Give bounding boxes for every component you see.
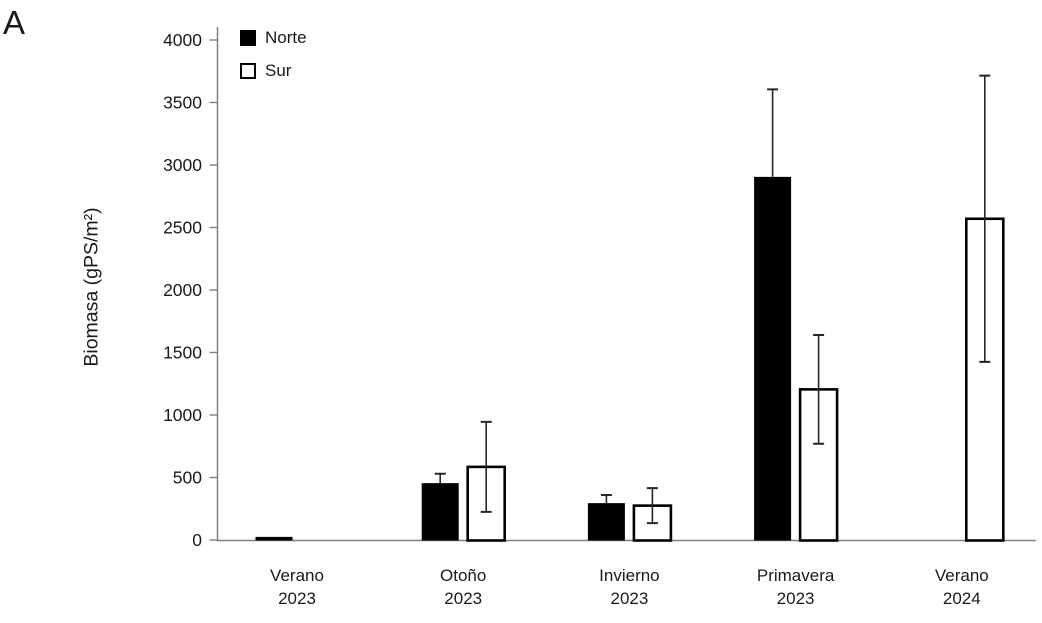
x-category-label-0-line1: Verano xyxy=(270,566,324,585)
y-tick-label-500: 500 xyxy=(173,468,202,488)
y-tick-label-0: 0 xyxy=(192,530,202,550)
x-category-label-1-line1: Otoño xyxy=(440,566,486,585)
legend: Norte Sur xyxy=(240,28,307,80)
x-category-label-1-line2: 2023 xyxy=(444,589,482,608)
y-axis-title: Biomasa (gPS/m²) xyxy=(80,207,103,367)
y-tick-label-2500: 2500 xyxy=(163,218,202,238)
y-tick-label-3000: 3000 xyxy=(163,155,202,175)
bar-sur-3 xyxy=(798,388,839,542)
bar-norte-3 xyxy=(754,176,792,541)
y-tick-label-4000: 4000 xyxy=(163,30,202,50)
x-category-label-2-line2: 2023 xyxy=(610,589,648,608)
x-category-label-2-line1: Invierno xyxy=(599,566,659,585)
norte-swatch-icon xyxy=(240,30,256,46)
sur-swatch-icon xyxy=(240,63,256,79)
legend-item-sur: Sur xyxy=(240,61,307,80)
x-category-label-4-line2: 2024 xyxy=(943,589,981,608)
bar-norte-2 xyxy=(587,503,625,541)
y-tick-label-2000: 2000 xyxy=(163,280,202,300)
x-category-label-4-line1: Verano xyxy=(935,566,989,585)
legend-item-norte: Norte xyxy=(240,28,307,47)
y-tick-label-1500: 1500 xyxy=(163,343,202,363)
y-tick-label-1000: 1000 xyxy=(163,405,202,425)
x-category-label-3-line2: 2023 xyxy=(777,589,815,608)
legend-label-sur: Sur xyxy=(265,61,292,80)
y-tick-label-3500: 3500 xyxy=(163,93,202,113)
legend-label-norte: Norte xyxy=(265,28,307,47)
x-category-label-3-line1: Primavera xyxy=(757,566,835,585)
x-category-label-0-line2: 2023 xyxy=(278,589,316,608)
bar-norte-1 xyxy=(421,483,459,541)
panel-label: A xyxy=(3,4,26,41)
bar-norte-0 xyxy=(255,536,293,541)
